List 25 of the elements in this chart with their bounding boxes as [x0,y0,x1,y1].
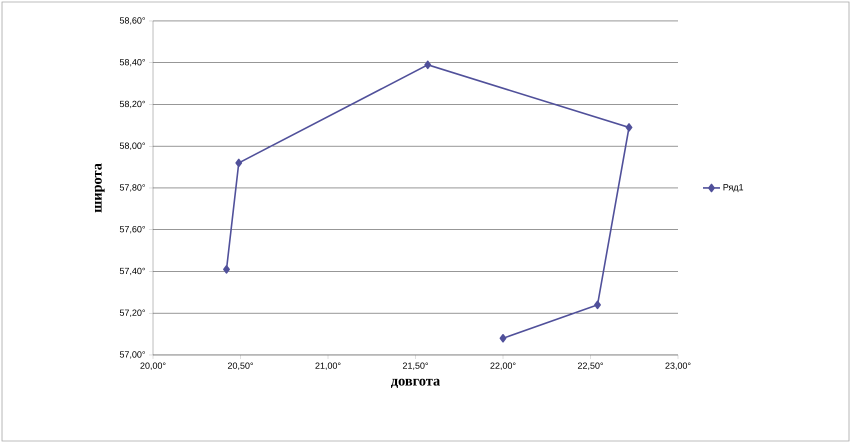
x-tick-label: 20,50° [228,362,253,370]
y-tick-label: 57,00° [120,351,145,359]
x-tick-label: 22,50° [578,362,603,370]
point [424,60,432,70]
y-tick-label: 57,60° [120,226,145,234]
y-axis-title: широта [94,163,105,212]
y-tick-label: 57,80° [120,184,145,192]
point [594,300,601,310]
point [235,158,242,168]
y-tick-label: 57,40° [120,268,145,276]
x-tick-label: 22,00° [490,362,516,370]
y-tick-label: 58,20° [120,100,145,108]
x-tick-label: 21,00° [315,362,340,370]
legend-label: Ряд1 [724,184,744,192]
x-tick-label: 23,00° [665,362,690,370]
y-tick-label: 58,60° [120,17,145,25]
point [626,123,632,132]
x-axis-title: довгота [391,378,440,388]
point [223,265,230,274]
point [500,334,506,343]
y-tick-label: 57,20° [120,310,145,317]
y-tick-label: 58,00° [120,142,145,150]
x-tick-label: 20,00° [140,362,166,370]
y-tick-label: 58,40° [120,59,145,66]
x-tick-label: 21,50° [402,362,428,370]
